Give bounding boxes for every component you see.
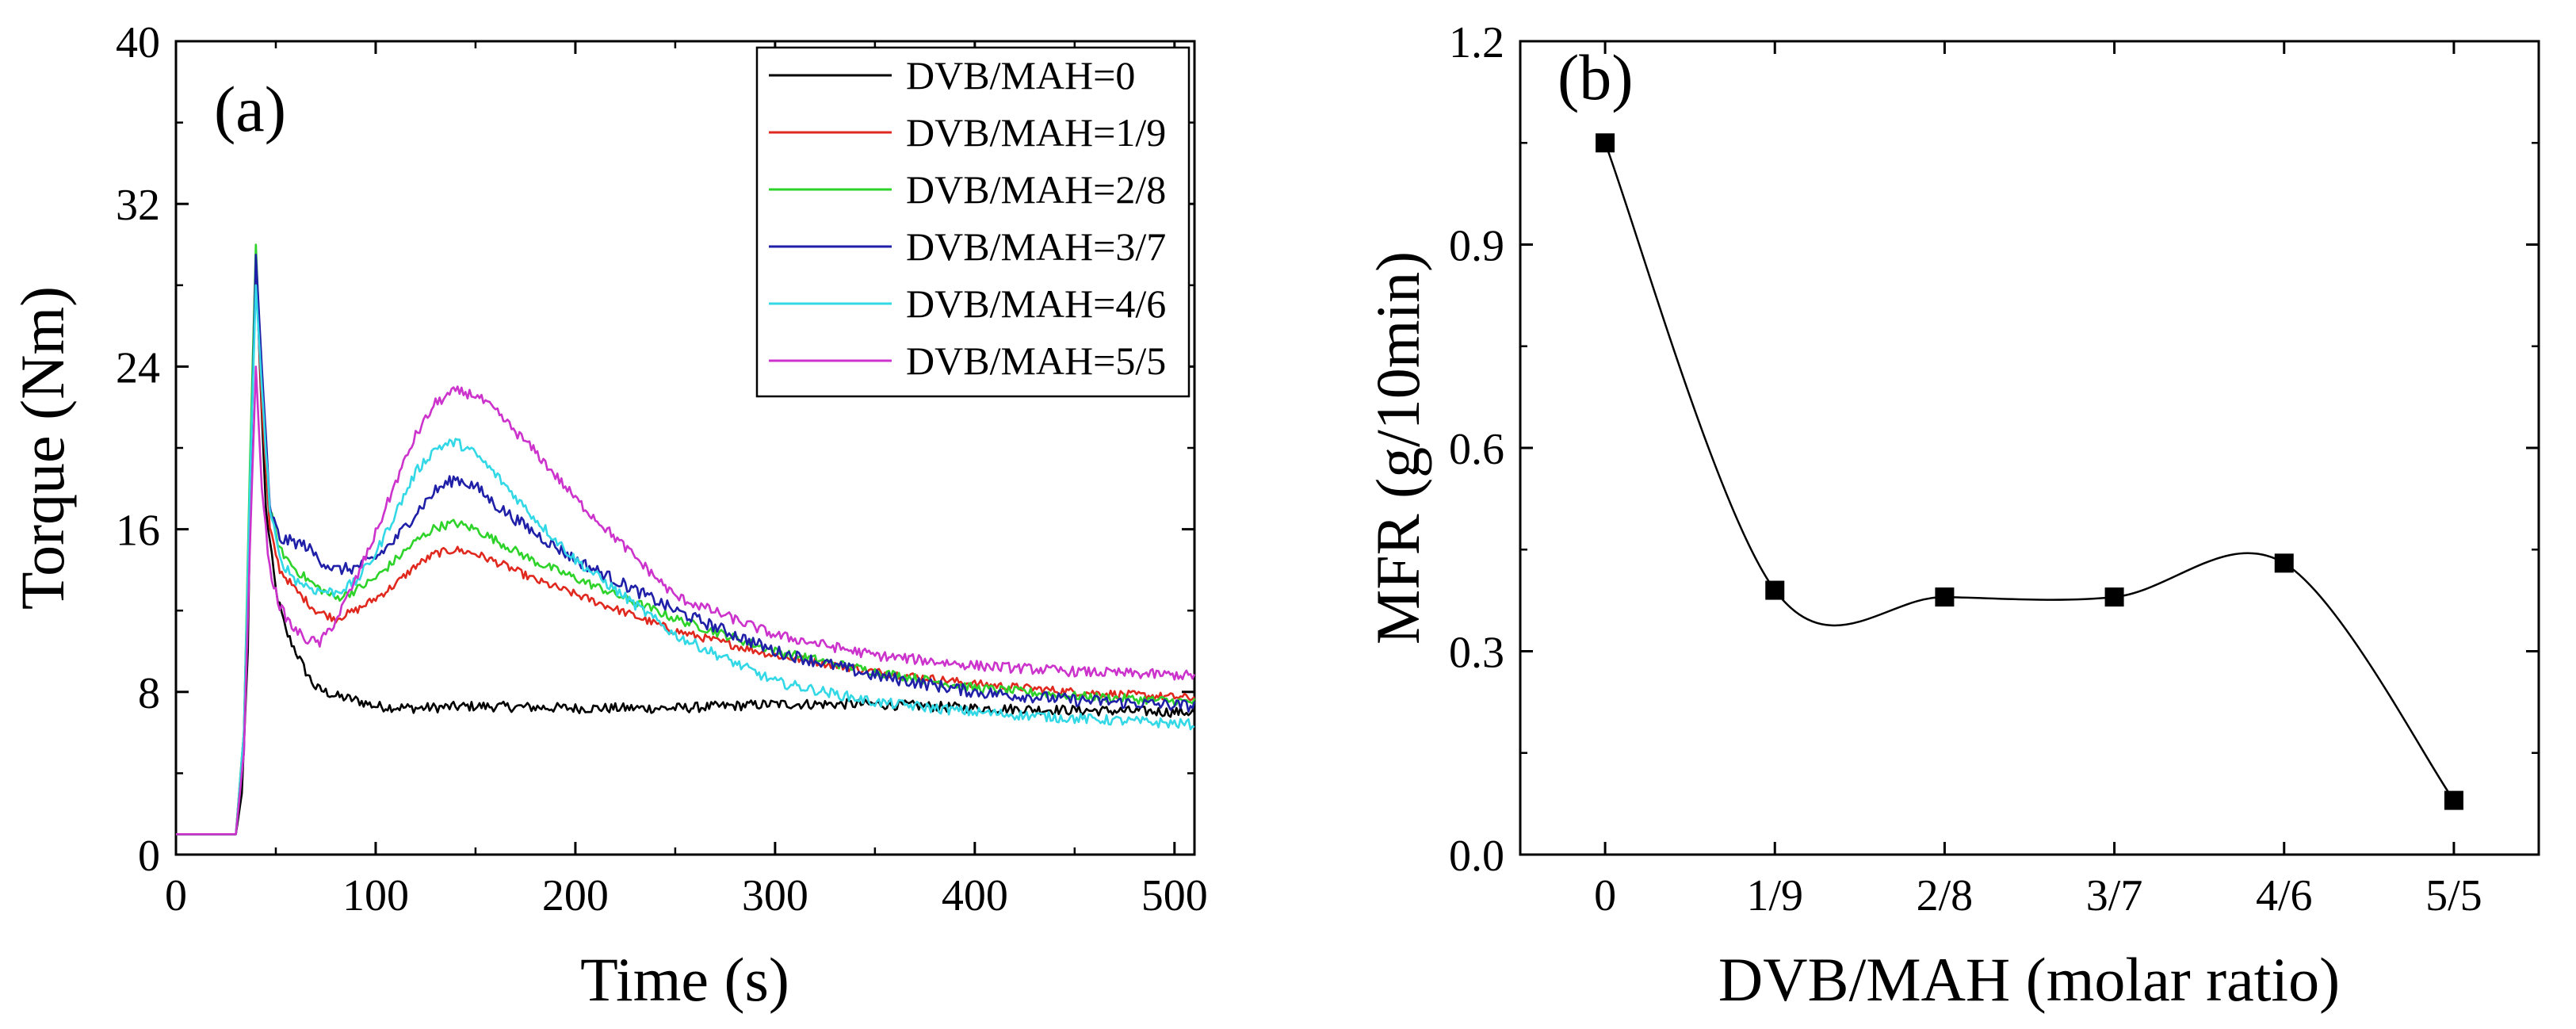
series-line-dvb-mah-5-5	[176, 365, 1196, 836]
legend-label: DVB/MAH=4/6	[906, 281, 1166, 326]
data-point-5-5	[2444, 790, 2463, 810]
panel-a-series-lines	[176, 243, 1196, 836]
data-point-2-8	[1935, 587, 1955, 607]
y-tick-label: 8	[138, 669, 160, 718]
panel-a-legend: DVB/MAH=0 DVB/MAH=1/9 DVB/MAH=2/8 DVB/MAH=3…	[755, 46, 1191, 398]
data-point-3-7	[2104, 587, 2124, 607]
x-tick-label: 500	[1141, 871, 1208, 920]
x-tick-label: 0	[165, 871, 187, 920]
legend-label: DVB/MAH=0	[906, 53, 1135, 98]
y-tick-label: 0.0	[1449, 832, 1504, 881]
series-line-dvb-mah-0	[176, 254, 1196, 836]
panel-a-y-axis-title: Torque (Nm)	[8, 286, 77, 610]
data-point-4-6	[2274, 553, 2294, 573]
legend-label: DVB/MAH=1/9	[906, 110, 1166, 155]
x-tick-label: 400	[942, 871, 1008, 920]
panel-a-x-axis-title: Time (s)	[580, 945, 789, 1014]
panel-a-axis-ticks: 0 100 200 300 400 500 0 8 16 24 32 40	[116, 18, 1208, 920]
legend-label: DVB/MAH=2/8	[906, 167, 1166, 212]
y-tick-label: 1.2	[1449, 18, 1504, 67]
y-tick-label: 0.6	[1449, 425, 1504, 474]
panel-b-y-axis-title: MFR (g/10min)	[1363, 251, 1432, 645]
series-line-dvb-mah-4-6	[176, 284, 1195, 836]
legend-label: DVB/MAH=3/7	[906, 224, 1166, 269]
y-tick-label: 0.3	[1449, 629, 1504, 678]
panel-b-trend-curve	[1603, 142, 2455, 801]
panel-b-mfr-chart: 0 1/9 2/8 3/7 4/6 5/5 0.0 0.3 0.6 0.9 1.2 (b) DVB/…	[1363, 18, 2540, 1014]
x-tick-label: 2/8	[1917, 871, 1974, 920]
x-tick-label: 0	[1594, 871, 1616, 920]
panel-b-plot-frame	[1519, 40, 2540, 856]
panel-b-label: (b)	[1557, 41, 1634, 113]
panel-b-x-axis-title: DVB/MAH (molar ratio)	[1718, 945, 2340, 1014]
data-point-0	[1596, 133, 1615, 153]
panel-a-label: (a)	[214, 73, 286, 145]
y-tick-label: 40	[116, 18, 160, 67]
y-tick-label: 0	[138, 832, 160, 881]
panel-a-legend-box	[755, 46, 1191, 398]
y-tick-label: 32	[116, 181, 160, 230]
series-line-dvb-mah-3-7	[176, 254, 1196, 836]
panel-b-data-points	[1596, 133, 2463, 810]
x-tick-label: 300	[742, 871, 808, 920]
data-point-1-9	[1765, 580, 1785, 600]
x-tick-label: 1/9	[1746, 871, 1803, 920]
x-tick-label: 100	[342, 871, 409, 920]
series-line-dvb-mah-1-9	[176, 263, 1195, 836]
y-tick-label: 24	[116, 343, 160, 392]
y-tick-label: 16	[116, 507, 160, 556]
panel-b-axis-ticks: 0 1/9 2/8 3/7 4/6 5/5 0.0 0.3 0.6 0.9 1.2	[1449, 18, 2539, 920]
y-tick-label: 0.9	[1449, 222, 1504, 271]
x-tick-label: 5/5	[2425, 871, 2482, 920]
x-tick-label: 3/7	[2086, 871, 2143, 920]
x-tick-label: 200	[542, 871, 609, 920]
x-tick-label: 4/6	[2256, 871, 2313, 920]
legend-label: DVB/MAH=5/5	[906, 339, 1166, 383]
